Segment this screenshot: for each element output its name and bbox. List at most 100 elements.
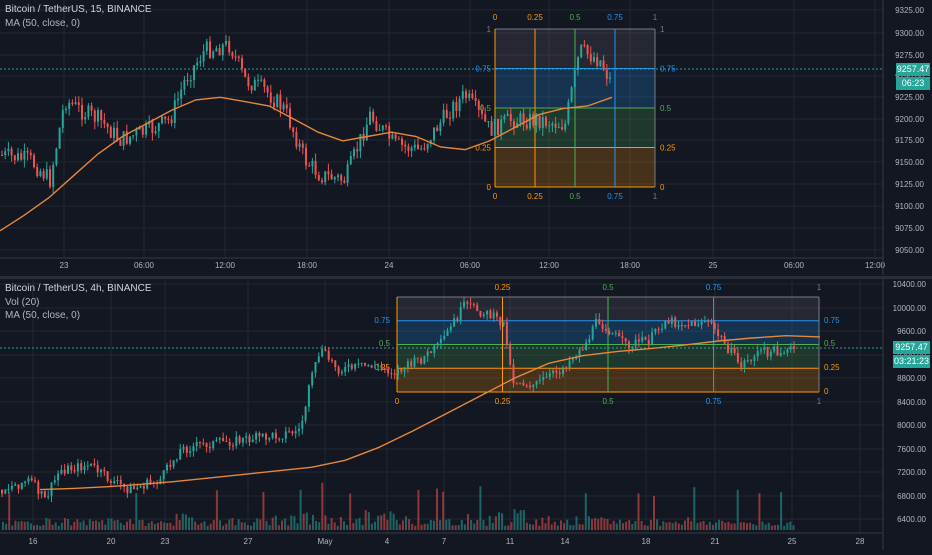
candle-body: [45, 169, 48, 179]
x-tick-label: 20: [107, 537, 116, 546]
fib-left-label: 0.5: [379, 339, 391, 348]
volume-bar: [569, 524, 572, 530]
candle-body: [42, 171, 45, 179]
candle-body: [76, 463, 79, 472]
candle-body: [720, 335, 723, 337]
candle-body: [81, 105, 83, 120]
volume-bar: [587, 516, 590, 530]
fib-right-label: 0.25: [660, 144, 676, 153]
bottom-chart-title: Bitcoin / TetherUS, 4h, BINANCE: [5, 283, 152, 294]
candle-body: [189, 451, 192, 453]
volume-bar: [659, 525, 662, 530]
candle-body: [472, 303, 475, 305]
volume-bar: [575, 516, 578, 530]
volume-bar: [693, 487, 696, 530]
candle-body: [151, 121, 154, 134]
top-chart-ma-indicator[interactable]: MA (50, close, 0): [5, 18, 81, 29]
volume-bar: [513, 509, 516, 530]
candle-body: [356, 149, 359, 152]
volume-bar: [742, 522, 745, 530]
x-tick-label: 4: [385, 537, 390, 546]
volume-bar: [442, 491, 445, 530]
bottom-countdown-tag: 03:21:23: [893, 355, 930, 368]
candle-body: [535, 115, 538, 126]
volume-bar: [646, 525, 649, 530]
volume-bar: [488, 515, 491, 530]
fib-top-label: 0.5: [569, 13, 581, 22]
bottom-chart-vol-indicator[interactable]: Vol (20): [5, 297, 40, 308]
candle-body: [443, 335, 446, 339]
candle-body: [103, 120, 106, 124]
volume-bar: [57, 525, 60, 530]
volume-bar: [212, 520, 215, 530]
candle-body: [106, 123, 109, 128]
candle-body: [532, 114, 535, 126]
candle-body: [605, 69, 608, 79]
fib-bottom-label: 0.75: [607, 192, 623, 201]
volume-bar: [485, 525, 488, 530]
volume-bar: [436, 488, 438, 530]
volume-bar: [525, 522, 528, 530]
candle-body: [273, 102, 275, 108]
candle-body: [331, 359, 333, 361]
volume-bar: [370, 523, 373, 530]
volume-bar: [222, 525, 225, 530]
volume-bar: [234, 525, 237, 530]
candle-body: [304, 406, 307, 421]
volume-bar: [305, 512, 308, 530]
y-tick-label: 8800.00: [897, 374, 926, 383]
candle-body: [247, 77, 250, 87]
candle-body: [65, 108, 67, 111]
candle-body: [186, 80, 189, 82]
candle-body: [611, 333, 614, 335]
candle-body: [591, 326, 594, 339]
x-tick-label: 18:00: [620, 261, 641, 270]
candle-body: [583, 44, 586, 46]
fib-bottom-label: 0.5: [602, 397, 614, 406]
volume-bar: [122, 524, 125, 530]
candle-body: [276, 94, 279, 108]
candle-body: [552, 370, 555, 374]
candle-body: [58, 127, 61, 149]
candle-body: [311, 160, 314, 167]
volume-bar: [346, 524, 349, 530]
volume-bar: [386, 519, 389, 530]
volume-bar: [690, 521, 693, 530]
candle-body: [248, 436, 251, 443]
candle-body: [180, 89, 183, 99]
candle-body: [502, 321, 505, 326]
volume-bar: [423, 523, 426, 530]
candle-body: [354, 363, 357, 369]
candle-body: [311, 372, 314, 386]
candle-body: [736, 352, 739, 363]
volume-bar: [755, 525, 758, 530]
candle-body: [503, 115, 506, 120]
volume-bar: [126, 521, 128, 530]
volume-bar: [48, 519, 51, 530]
volume-bar: [160, 521, 163, 530]
candle-body: [294, 431, 297, 434]
candle-body: [266, 86, 269, 93]
volume-bar: [352, 523, 355, 530]
candle-body: [136, 487, 139, 490]
volume-bar: [147, 523, 150, 530]
candle-body: [677, 324, 680, 327]
candle-body: [750, 360, 753, 362]
candle-body: [538, 115, 541, 129]
volume-bar: [684, 520, 686, 530]
fib-right-label: 0: [660, 183, 665, 192]
volume-bar: [467, 514, 469, 530]
volume-bar: [460, 520, 463, 530]
candle-body: [375, 121, 378, 131]
candle-body: [208, 446, 211, 449]
candle-body: [459, 307, 462, 321]
volume-bar: [429, 519, 432, 530]
volume-bar: [333, 522, 336, 530]
candle-body: [493, 118, 496, 136]
bottom-chart-ma-indicator[interactable]: MA (50, close, 0): [5, 310, 81, 321]
volume-bar: [603, 518, 606, 530]
volume-bar: [498, 512, 500, 530]
candle-body: [436, 127, 439, 132]
candle-body: [484, 114, 487, 122]
